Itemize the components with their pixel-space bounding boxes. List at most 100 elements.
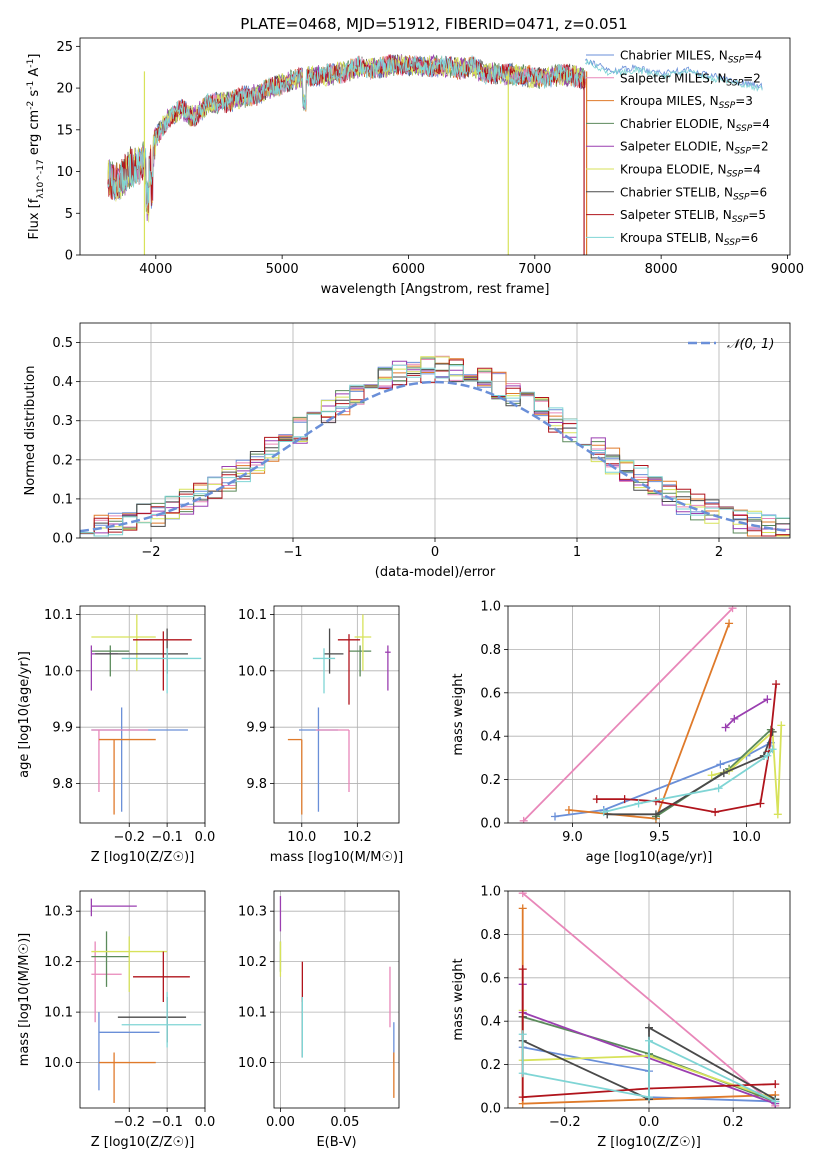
x-tick-label: −0.1 — [151, 830, 183, 845]
x-tick-label: −0.2 — [549, 1115, 581, 1130]
x-tick-label: 0.0 — [195, 1115, 216, 1130]
panel-mass-vs-ebv: 0.00 0.05 10.0 10.1 10.2 10.3 E(B-V) — [238, 890, 400, 1150]
mass-weight-marker — [768, 745, 777, 754]
y-tick-label: 0.3 — [52, 414, 73, 429]
mass-vs-z-plot-area — [80, 891, 205, 1108]
y-tick-label: 15 — [56, 123, 73, 138]
x-tick-label: 10.2 — [343, 830, 372, 845]
legend-entry-name: Kroupa ELODIE, N — [620, 163, 727, 177]
legend-entry: Salpeter MILES, NSSP=2 — [620, 71, 761, 88]
mass-weight-marker — [716, 760, 725, 769]
y-tick-label: 10.0 — [44, 664, 73, 679]
x-tick-label: −2 — [141, 545, 160, 560]
x-tick-label: 9.0 — [562, 830, 583, 845]
mass-weight-marker — [518, 904, 527, 913]
x-tick-label: 2 — [715, 545, 723, 560]
legend-entry-subscript: SSP — [734, 147, 751, 157]
axes-frame — [273, 605, 400, 824]
legend-entry: Salpeter STELIB, NSSP=5 — [620, 208, 766, 225]
y-tick-label: 0.4 — [480, 1015, 501, 1030]
residuals-x-axis-label: (data-model)/error — [375, 565, 496, 580]
x-tick-label: 0 — [431, 545, 439, 560]
y-tick-label: 0.2 — [480, 1058, 501, 1073]
legend-entry-name: Kroupa MILES, N — [620, 94, 719, 108]
y-tick-label: 10.1 — [44, 1006, 73, 1021]
mass-weight-marker — [518, 1069, 527, 1078]
x-tick-label: 8000 — [645, 262, 678, 277]
y-tick-label: 9.9 — [52, 721, 73, 736]
x-tick-label: 5000 — [266, 262, 299, 277]
legend-entry-subscript: SSP — [727, 170, 744, 180]
y-tick-label: 9.8 — [246, 777, 267, 792]
mass-weight-marker — [645, 1036, 653, 1045]
panel-spectrum: 4000 5000 6000 7000 8000 9000 0 5 10 15 20 25 wavele… — [26, 37, 804, 297]
x-tick-label: 9000 — [771, 262, 804, 277]
y-tick-label: 9.9 — [246, 721, 267, 736]
legend-entry-name: Salpeter ELODIE, N — [620, 140, 734, 154]
mass-weight-marker — [771, 1097, 780, 1106]
weight-vs-z-y-axis-label: mass weight — [451, 958, 466, 1040]
legend-entry-count: =2 — [751, 140, 769, 154]
y-tick-label: 10.1 — [238, 608, 267, 623]
panel-age-vs-mass: 10.0 10.2 9.8 9.9 10.0 10.1 mass [log10(M/M☉)] — [238, 605, 403, 865]
figure-title: PLATE=0468, MJD=51912, FIBERID=0471, z=0… — [240, 15, 627, 33]
y-tick-label: 1.0 — [480, 885, 501, 900]
mass-weight-marker — [756, 799, 765, 808]
x-tick-label: 0.0 — [195, 830, 216, 845]
mass-weight-marker — [651, 810, 660, 819]
x-tick-label: 10.0 — [732, 830, 761, 845]
x-tick-label: −1 — [283, 545, 302, 560]
spectrum-y-axis-label: Flux [fλ10^-17​ erg cm-2​ s-1​ A-1​] — [26, 54, 46, 240]
normal-reference-curve — [80, 380, 790, 533]
y-tick-label: 10.1 — [238, 1006, 267, 1021]
x-tick-label: 6000 — [392, 262, 425, 277]
age-vs-z-plot-area — [80, 606, 205, 823]
mass-vs-ebv-x-axis-label: E(B-V) — [316, 1135, 356, 1150]
mass-weight-marker — [518, 1030, 527, 1039]
mass-weight-marker — [725, 619, 734, 628]
residuals-plot-area — [80, 323, 790, 538]
mass-weight-marker — [551, 812, 559, 821]
mass-weight-line — [522, 892, 776, 1107]
x-tick-label: 7000 — [518, 262, 551, 277]
y-tick-label: 10 — [56, 165, 73, 180]
legend-entry-subscript: SSP — [724, 238, 741, 248]
y-tick-label: 10.2 — [44, 955, 73, 970]
mass-weight-line — [523, 607, 734, 822]
legend-entry-count: =4 — [744, 49, 762, 63]
y-tick-label: 0 — [65, 249, 73, 264]
mass-vs-z-y-axis-label: mass [log10(M/M☉)] — [17, 933, 32, 1066]
mass-weight-marker — [599, 808, 608, 817]
y-tick-label: 0.2 — [52, 453, 73, 468]
mass-weight-marker — [645, 1023, 653, 1032]
panel-weight-vs-z: −0.2 0.0 0.2 0.0 0.2 0.4 0.6 0.8 1.0 Z [log10(Z/Z… — [451, 885, 791, 1150]
mass-vs-z-x-axis-label: Z [log10(Z/Z☉)] — [91, 1135, 195, 1150]
x-tick-label: −0.1 — [151, 1115, 183, 1130]
legend-entry-subscript: SSP — [728, 56, 745, 66]
spectrum-plot-area — [107, 53, 763, 255]
model-tail-line — [584, 59, 763, 92]
legend-entry-name: Salpeter STELIB, N — [620, 208, 732, 222]
y-tick-label: 10.0 — [238, 1056, 267, 1071]
mass-weight-marker — [763, 695, 772, 704]
axes-frame — [79, 890, 206, 1109]
y-tick-label: 10.0 — [44, 1056, 73, 1071]
mass-weight-marker — [564, 805, 573, 814]
panel-residuals: −2 −1 0 1 2 0.0 0.1 0.2 0.3 0.4 0.5 (data-model)/er… — [23, 322, 791, 580]
y-tick-label: 1.0 — [480, 600, 501, 615]
y-tick-label: 0.4 — [52, 375, 73, 390]
mass-weight-marker — [592, 795, 601, 804]
legend-entry-name: Chabrier MILES, N — [620, 49, 728, 63]
axes-frame — [507, 890, 791, 1109]
weight-vs-age-plot-area — [508, 606, 790, 823]
mass-weight-marker — [711, 808, 720, 817]
axes-frame — [79, 37, 791, 256]
mass-weight-marker — [714, 784, 723, 793]
legend-entry: 𝒩(0, 1) — [727, 337, 774, 352]
y-tick-label: 25 — [56, 40, 73, 55]
residuals-y-axis-label: Normed distribution — [23, 366, 38, 496]
y-tick-label: 5 — [65, 207, 73, 222]
legend-entry-name: Kroupa STELIB, N — [620, 231, 724, 245]
mass-weight-marker — [518, 965, 527, 974]
weight-vs-z-plot-area — [508, 891, 790, 1108]
